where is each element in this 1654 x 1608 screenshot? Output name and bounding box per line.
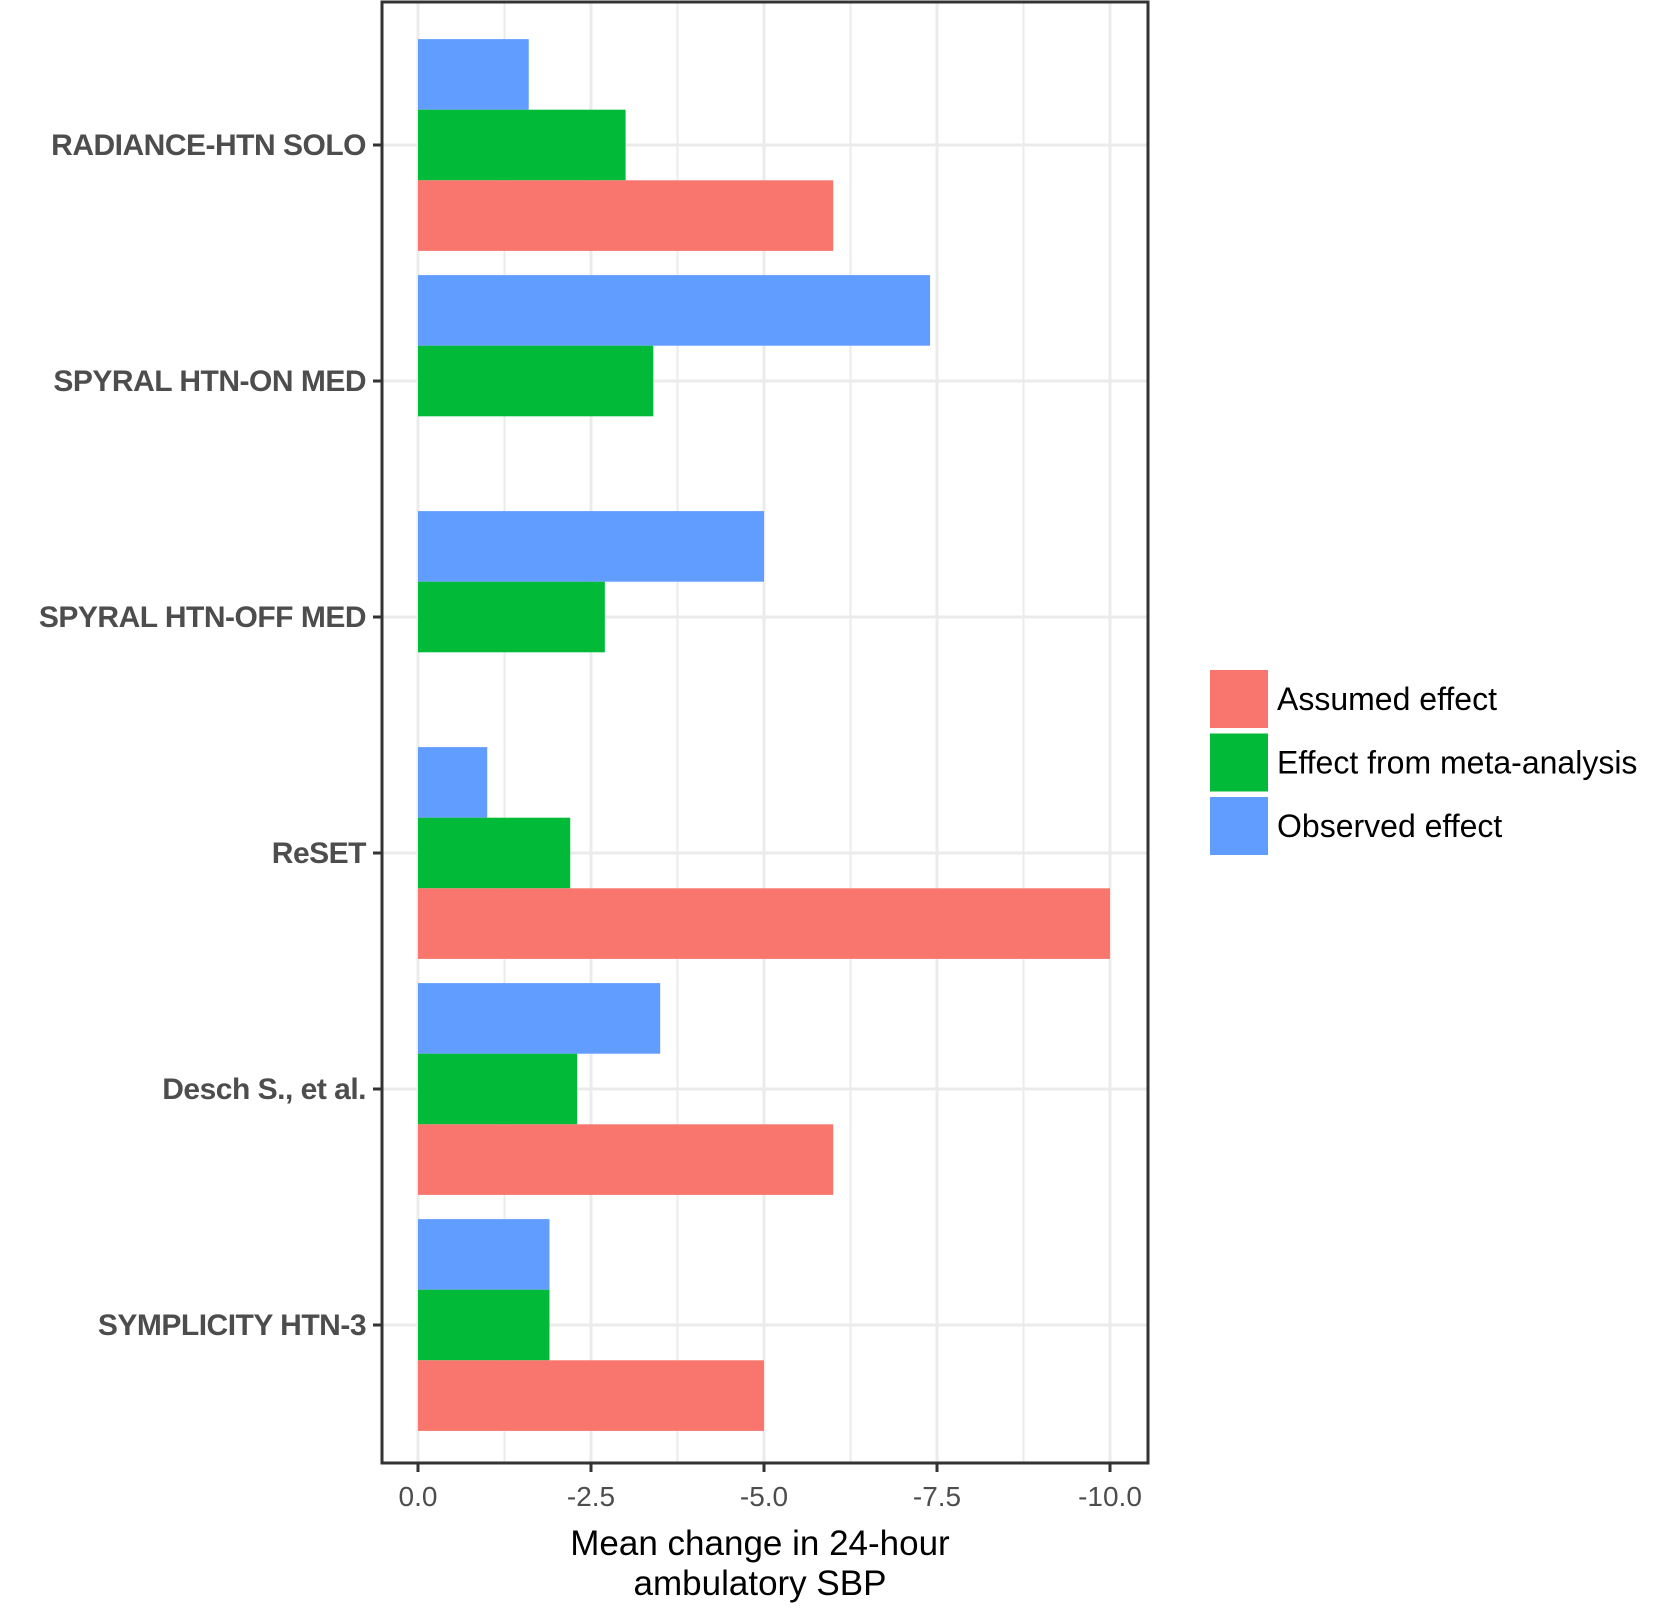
bar-effect-from-meta-analysis-0 [418, 109, 626, 181]
legend: Assumed effect Effect from meta-analysis O… [1210, 670, 1637, 855]
bar-assumed-effect-0 [418, 180, 834, 251]
bar-observed-effect-3 [418, 747, 488, 818]
legend-label-2: Observed effect [1277, 808, 1502, 844]
bar-observed-effect-4 [418, 983, 661, 1054]
legend-label-1: Effect from meta-analysis [1277, 745, 1637, 781]
y-tick-label: ReSET [272, 837, 366, 870]
x-tick-label: 0.0 [399, 1481, 438, 1512]
y-tick-label: SPYRAL HTN-OFF MED [39, 601, 366, 634]
x-tick-label: -2.5 [567, 1481, 615, 1512]
legend-key-1 [1210, 733, 1268, 792]
y-axis: RADIANCE-HTN SOLO SPYRAL HTN-ON MED SPYRAL… [39, 129, 382, 1342]
bar-effect-from-meta-analysis-5 [418, 1289, 550, 1361]
bar-assumed-effect-5 [418, 1360, 764, 1431]
bar-assumed-effect-4 [418, 1124, 834, 1195]
bar-effect-from-meta-analysis-4 [418, 1053, 578, 1125]
y-tick-label: SYMPLICITY HTN-3 [98, 1309, 366, 1342]
bar-effect-from-meta-analysis-2 [418, 581, 605, 653]
bar-effect-from-meta-analysis-1 [418, 345, 654, 417]
x-axis: 0.0 -2.5 -5.0 -7.5 -10.0 [399, 1463, 1142, 1512]
x-tick-label: -7.5 [913, 1481, 961, 1512]
bars [418, 39, 1110, 1431]
y-tick-label: RADIANCE-HTN SOLO [51, 129, 366, 162]
y-tick-label: SPYRAL HTN-ON MED [53, 365, 366, 398]
bar-observed-effect-5 [418, 1219, 550, 1290]
bar-observed-effect-2 [418, 511, 764, 582]
x-tick-label: -10.0 [1078, 1481, 1142, 1512]
bar-assumed-effect-3 [418, 888, 1110, 959]
legend-label-0: Assumed effect [1277, 681, 1497, 717]
legend-key-0 [1210, 670, 1268, 728]
bar-effect-from-meta-analysis-3 [418, 817, 571, 889]
legend-key-2 [1210, 797, 1268, 855]
x-axis-title-line1: Mean change in 24-hour [570, 1524, 950, 1563]
bar-observed-effect-1 [418, 275, 931, 346]
x-axis-title-line2: ambulatory SBP [634, 1564, 887, 1603]
bar-observed-effect-0 [418, 39, 529, 110]
y-tick-label: Desch S., et al. [162, 1073, 366, 1106]
x-tick-label: -5.0 [740, 1481, 788, 1512]
